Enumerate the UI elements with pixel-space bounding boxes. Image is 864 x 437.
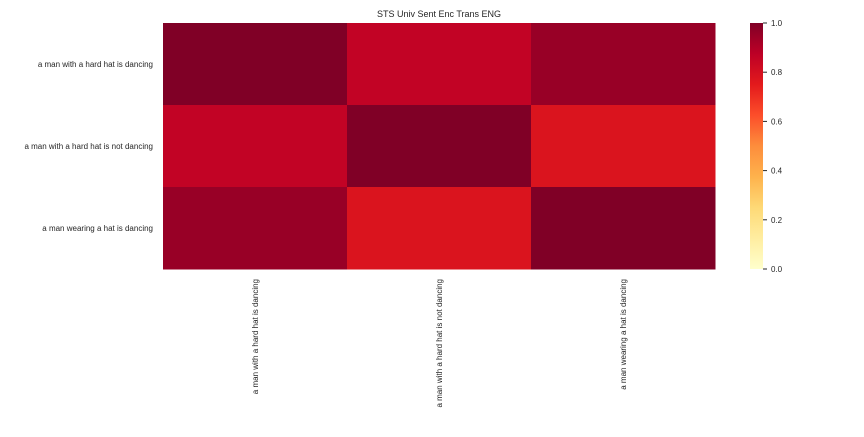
heatmap-cell [531, 105, 716, 188]
heatmap-cell [347, 23, 532, 106]
heatmap-cell [163, 187, 348, 270]
chart-title: STS Univ Sent Enc Trans ENG [377, 9, 501, 19]
heatmap-cell [347, 187, 532, 270]
colorbar-tick-label: 0.0 [771, 265, 783, 274]
row-label: a man with a hard hat is not dancing [24, 142, 153, 151]
heatmap-cell [347, 105, 532, 188]
colorbar-tick-label: 0.8 [771, 68, 783, 77]
heatmap-cell [531, 23, 716, 106]
heatmap-cell [163, 105, 348, 188]
row-label: a man with a hard hat is dancing [38, 60, 153, 69]
colorbar-ticks: 0.0 0.2 0.4 0.6 0.8 1.0 [763, 19, 783, 274]
colorbar-tick-label: 0.4 [771, 167, 783, 176]
column-label: a man wearing a hat is dancing [619, 279, 628, 390]
colorbar-gradient [750, 23, 763, 269]
heatmap-cell [531, 187, 716, 270]
column-labels: a man with a hard hat is dancing a man wi… [251, 279, 628, 408]
colorbar-tick-label: 0.6 [771, 117, 783, 126]
row-labels: a man with a hard hat is dancing a man wi… [24, 60, 153, 233]
colorbar-tick-label: 1.0 [771, 19, 783, 28]
colorbar-tick-label: 0.2 [771, 216, 783, 225]
row-label: a man wearing a hat is dancing [42, 224, 153, 233]
heatmap-cell [163, 23, 348, 106]
column-label: a man with a hard hat is dancing [251, 279, 260, 394]
heatmap-cells [163, 23, 716, 270]
colorbar: 0.0 0.2 0.4 0.6 0.8 1.0 [750, 19, 783, 274]
column-label: a man with a hard hat is not dancing [435, 279, 444, 408]
